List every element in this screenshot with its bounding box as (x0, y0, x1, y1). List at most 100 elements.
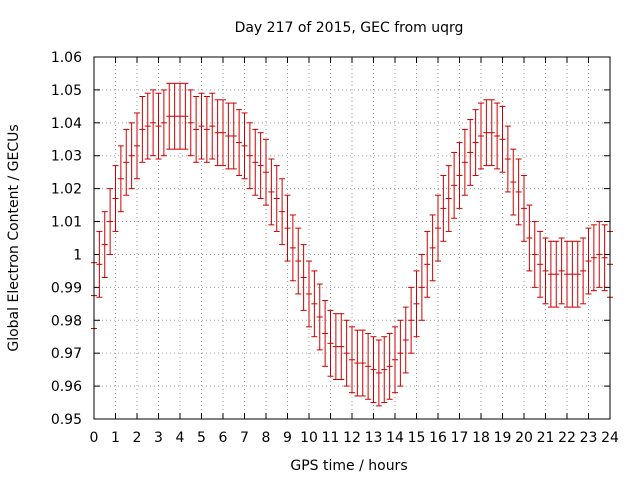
data-point (160, 89, 167, 157)
data-point (456, 142, 463, 209)
data-point (316, 283, 323, 351)
data-point (488, 99, 495, 167)
y-tick-label: 1.04 (51, 116, 82, 132)
data-point (580, 237, 587, 305)
data-point (171, 82, 178, 150)
x-tick-label: 13 (365, 430, 383, 446)
data-point (241, 112, 248, 180)
data-point (375, 339, 382, 407)
y-tick-label: 1.01 (51, 215, 82, 231)
data-point (123, 128, 130, 196)
data-point (413, 270, 420, 338)
x-tick-label: 11 (322, 430, 340, 446)
data-point (537, 230, 544, 298)
data-point (128, 122, 135, 190)
data-point (257, 132, 264, 200)
data-point (590, 224, 597, 292)
data-point (510, 148, 517, 216)
data-point (322, 300, 329, 367)
data-point (397, 319, 404, 387)
y-tick-label: 0.98 (51, 313, 82, 329)
plot-frame (93, 56, 611, 420)
data-point (209, 92, 216, 160)
data-point (193, 95, 200, 163)
data-point (96, 230, 103, 298)
data-point (198, 92, 205, 160)
data-point (139, 95, 146, 163)
x-tick-label: 21 (537, 430, 555, 446)
gec-series (91, 82, 613, 407)
data-point (230, 102, 237, 170)
data-point (177, 82, 183, 150)
data-point (289, 214, 296, 282)
data-point (553, 240, 560, 308)
data-point (273, 165, 280, 232)
y-tick-label: 1.05 (51, 83, 82, 99)
x-tick-label: 17 (451, 430, 469, 446)
x-tick-label: 22 (558, 430, 576, 446)
x-tick-label: 2 (133, 430, 142, 446)
data-point (418, 253, 425, 321)
chart-title: Day 217 of 2015, GEC from uqrg (235, 20, 464, 36)
x-tick-label: 19 (494, 430, 512, 446)
data-point (306, 260, 312, 328)
x-tick-label: 4 (176, 430, 185, 446)
x-tick-label: 18 (472, 430, 490, 446)
data-point (101, 211, 108, 278)
data-point (381, 336, 388, 404)
data-point (435, 194, 441, 262)
x-tick-label: 16 (429, 430, 447, 446)
data-point (300, 244, 307, 311)
data-point (478, 102, 484, 170)
data-point (547, 240, 554, 308)
x-tick-label: 6 (219, 430, 228, 446)
data-point (461, 128, 468, 196)
tick-labels: 0 1 2 3 4 5 6 7 8 9 10 11 12 13 14 15 16 17 18 19 20 21 22 23 24… (51, 50, 619, 446)
y-tick-label: 0.95 (51, 412, 82, 428)
data-point (472, 109, 479, 176)
data-point (295, 227, 302, 295)
y-tick-label: 0.99 (51, 280, 82, 296)
data-point (542, 237, 549, 305)
data-point (429, 214, 436, 282)
data-point (246, 122, 253, 190)
data-point (279, 178, 286, 246)
x-tick-label: 15 (408, 430, 426, 446)
data-point (144, 92, 151, 160)
data-point (585, 227, 592, 295)
x-tick-label: 23 (580, 430, 598, 446)
data-point (166, 82, 173, 150)
data-point (332, 313, 339, 381)
x-tick-label: 9 (283, 430, 292, 446)
data-point (574, 240, 581, 308)
data-point (515, 158, 522, 226)
data-point (467, 119, 474, 186)
data-point (521, 174, 527, 242)
data-point (150, 89, 157, 157)
data-point (499, 105, 506, 173)
data-point (354, 329, 361, 397)
y-tick-label: 1.06 (51, 50, 82, 66)
x-tick-label: 3 (154, 430, 163, 446)
data-point (408, 286, 415, 354)
data-point (451, 151, 458, 219)
data-point (494, 102, 501, 170)
data-point (365, 332, 372, 400)
data-point (440, 174, 447, 242)
data-point (311, 270, 318, 338)
x-tick-label: 1 (111, 430, 120, 446)
data-point (558, 237, 565, 305)
data-point (134, 112, 140, 180)
data-point (343, 319, 350, 387)
x-tick-label: 10 (300, 430, 318, 446)
x-tick-label: 8 (262, 430, 271, 446)
data-point (107, 188, 114, 255)
data-point (155, 92, 162, 160)
data-point (424, 230, 431, 298)
data-point (252, 128, 259, 196)
data-point (483, 99, 490, 167)
data-point (263, 138, 269, 206)
data-point (564, 240, 570, 308)
data-point (601, 224, 608, 292)
data-point (531, 221, 538, 288)
